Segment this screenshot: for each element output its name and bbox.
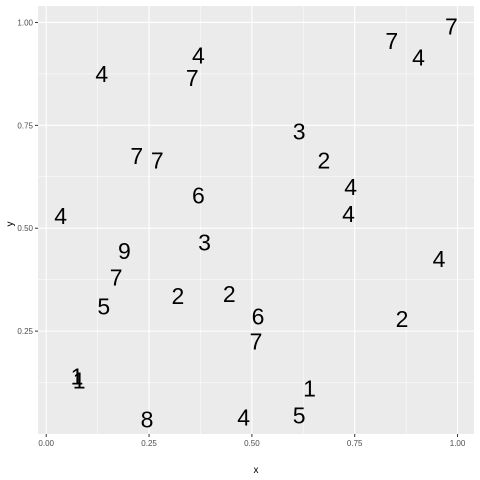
y-tick-label: 0.50: [17, 224, 33, 233]
x-tick-label: 0.00: [38, 439, 54, 448]
point-label: 7: [110, 265, 123, 291]
point-label: 4: [342, 201, 355, 227]
point-label: 6: [252, 304, 265, 330]
point-label: 4: [237, 405, 250, 431]
x-tick-label: 0.25: [141, 439, 157, 448]
point-label: 7: [130, 143, 143, 169]
point-label: 1: [303, 376, 316, 402]
point-label: 7: [445, 14, 458, 40]
x-axis-title: x: [254, 465, 259, 476]
point-label: 4: [95, 61, 108, 87]
y-tick-label: 1.00: [17, 18, 33, 27]
point-label: 4: [433, 246, 446, 272]
point-label: 4: [412, 44, 425, 70]
point-label: 8: [141, 407, 154, 433]
point-label: 4: [344, 174, 357, 200]
point-label: 6: [192, 182, 205, 208]
point-label: 3: [198, 230, 211, 256]
point-label: 5: [293, 402, 306, 428]
y-axis-title: y: [5, 222, 16, 227]
point-label: 1: [73, 368, 86, 394]
point-label: 4: [54, 203, 67, 229]
point-label: 2: [223, 281, 236, 307]
y-tick-label: 0.75: [17, 121, 33, 130]
x-tick-label: 0.75: [347, 439, 363, 448]
point-label: 7: [250, 328, 263, 354]
point-label: 5: [97, 293, 110, 319]
x-tick-label: 1.00: [450, 439, 466, 448]
point-label: 7: [151, 147, 164, 173]
point-label: 2: [171, 283, 184, 309]
y-tick-label: 0.25: [17, 327, 33, 336]
point-label: 9: [118, 238, 131, 264]
point-label: 2: [317, 147, 330, 173]
point-label: 7: [385, 28, 398, 54]
point-label: 3: [293, 119, 306, 145]
point-label: 2: [396, 306, 409, 332]
point-label: 7: [186, 65, 199, 91]
x-tick-label: 0.50: [244, 439, 260, 448]
